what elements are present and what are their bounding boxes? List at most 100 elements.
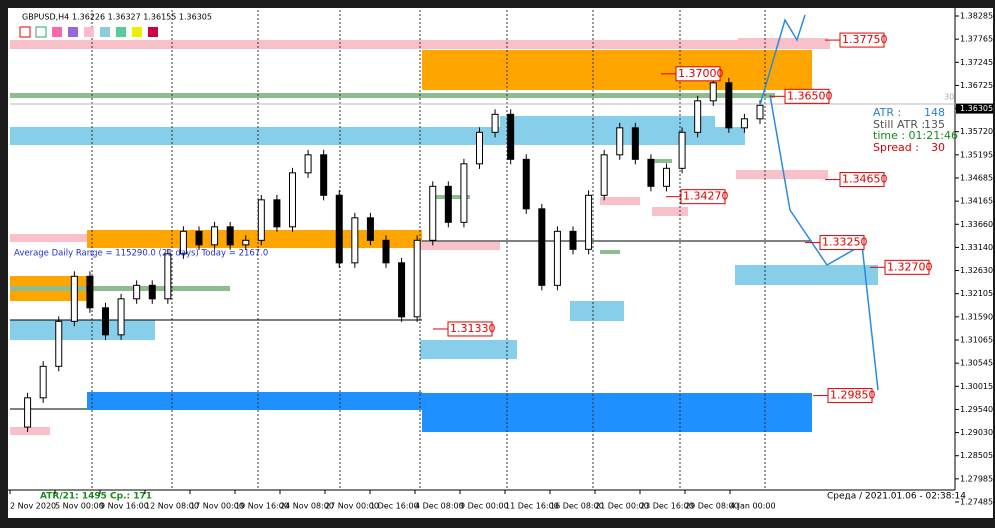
candle [211, 221, 219, 250]
candle [398, 257, 406, 322]
body [398, 262, 406, 318]
still-label: Still ATR : [873, 118, 925, 131]
price-label: 1.38285 [960, 12, 993, 21]
level-box [884, 259, 930, 275]
price-label: 1.36725 [960, 81, 993, 90]
body [491, 113, 499, 133]
body [257, 199, 265, 241]
level-label: 1.37000 [678, 67, 724, 80]
level-box [784, 88, 830, 104]
zone [10, 234, 87, 242]
btn[interactable] [52, 27, 62, 37]
zone [420, 242, 500, 250]
zone [420, 340, 517, 359]
level-box [819, 235, 865, 251]
zone [500, 116, 715, 131]
level-label: 1.37750 [842, 33, 888, 46]
price-label: 1.35195 [960, 150, 993, 159]
btn[interactable] [100, 27, 110, 37]
candle [133, 280, 141, 304]
time-label: 29 Dec 08:00 [685, 502, 739, 511]
time-label: 2 Nov 2020 [10, 502, 56, 511]
candle [39, 361, 47, 403]
candle [600, 149, 608, 201]
btn[interactable] [35, 26, 47, 38]
side-value: 30 [944, 93, 954, 102]
price-label: 1.33660 [960, 220, 993, 229]
color-buttons[interactable] [19, 26, 158, 38]
candle [86, 271, 94, 313]
candle [242, 235, 250, 250]
level-label: 1.34650 [842, 173, 888, 186]
price-label: 1.34165 [960, 197, 993, 206]
btn[interactable] [132, 27, 142, 37]
btn[interactable] [116, 27, 126, 37]
price-label: 1.30545 [960, 359, 993, 368]
adr: Average Daily Range = 115290.0 (21 days)… [14, 249, 268, 259]
body [304, 154, 312, 174]
current-price-bg [956, 103, 993, 114]
candle [569, 226, 577, 255]
level-label: 1.34270 [683, 190, 729, 203]
candle [740, 113, 748, 133]
time-label: 9 Nov 16:00 [100, 502, 149, 511]
body [273, 199, 281, 228]
candle [725, 77, 733, 133]
server-time: Среда / 2021.01.06 - 02:38:14 [827, 492, 966, 502]
candle [444, 181, 452, 228]
spread: 30 [931, 141, 945, 154]
btn[interactable] [68, 27, 78, 37]
ohlc: 1.36226 1.36327 1.36155 1.36305 [72, 13, 212, 22]
price-label: 1.35720 [960, 127, 993, 136]
price-label: 1.27985 [960, 474, 993, 483]
body [740, 118, 748, 129]
body [444, 185, 452, 223]
body [600, 154, 608, 196]
zone [422, 393, 812, 432]
candle [460, 158, 468, 228]
price-label: 1.31590 [960, 312, 993, 321]
body [39, 365, 47, 399]
body [179, 230, 187, 255]
symbol: GBPUSD,H4 [22, 13, 69, 22]
price-label: 1.36305 [960, 104, 993, 113]
candle [366, 212, 374, 246]
candle [102, 302, 109, 340]
btn[interactable] [84, 27, 94, 37]
zone [10, 93, 775, 98]
body [585, 194, 593, 250]
candle [413, 235, 421, 322]
time-label: 1 Dec 16:00 [370, 502, 419, 511]
body [553, 230, 561, 286]
body [678, 131, 686, 169]
body [70, 275, 78, 322]
time-label: 16 Dec 08:00 [550, 502, 604, 511]
level-label: 1.33250 [822, 236, 868, 249]
zone [735, 265, 878, 285]
atr-label: ATR : [873, 106, 901, 119]
time-label: 17 Nov 00:00 [190, 502, 244, 511]
candle [70, 271, 78, 327]
btn[interactable] [19, 26, 31, 38]
price-label: 1.32105 [960, 289, 993, 298]
level-box [447, 321, 493, 337]
candle [709, 77, 717, 106]
zone [736, 170, 828, 179]
price-label: 1.30015 [960, 382, 993, 391]
candle [24, 392, 32, 433]
btn[interactable] [148, 27, 158, 37]
price-label: 1.27485 [960, 498, 993, 507]
body [133, 284, 141, 300]
zone [10, 427, 50, 435]
atr21: ATR/21: 1495 Cp.: 171 [40, 492, 152, 502]
level-box [839, 172, 885, 188]
candle [382, 235, 390, 268]
body [382, 239, 390, 264]
zone [10, 40, 830, 49]
candle [55, 316, 63, 372]
body [242, 239, 250, 246]
candle [553, 226, 561, 291]
price-label: 1.29030 [960, 428, 993, 437]
candle [585, 190, 593, 255]
candle [522, 154, 530, 214]
